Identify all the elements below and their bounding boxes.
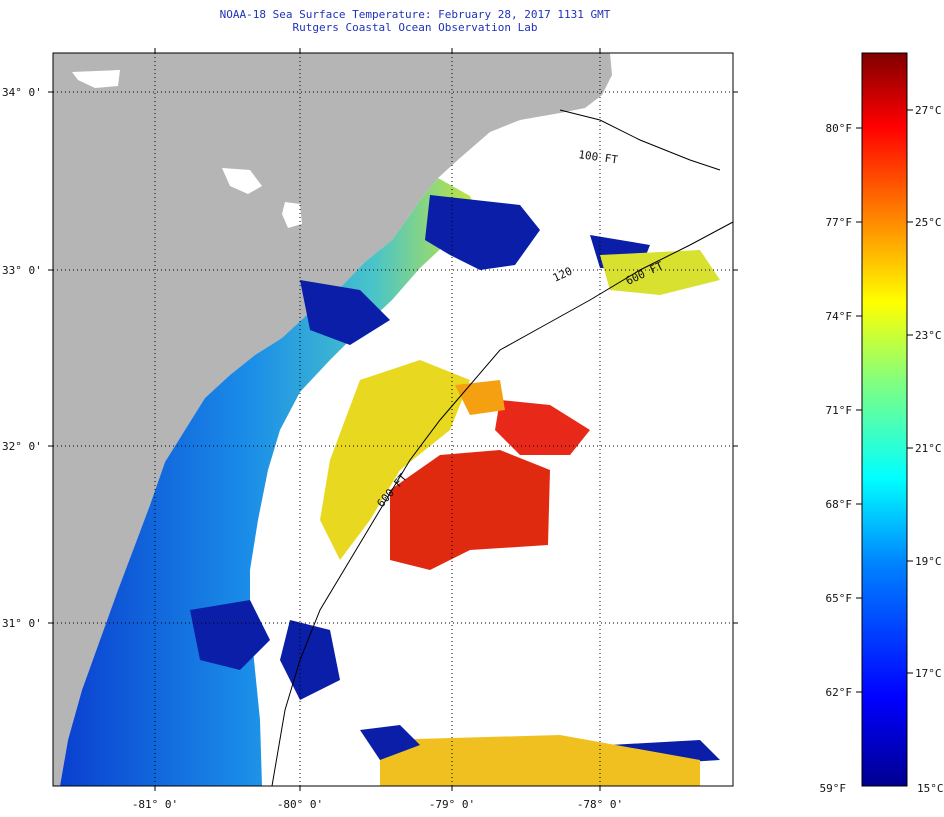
lat-label: 31° 0' (2, 617, 42, 630)
isobath-label: 100 FT (578, 148, 620, 166)
colorbar-ticks (856, 109, 913, 693)
lon-label: -80° 0' (277, 798, 323, 811)
colorbar-label-f: 71°F (826, 404, 853, 417)
lat-label: 33° 0' (2, 264, 42, 277)
colorbar-label-f: 59°F (820, 782, 847, 795)
lon-label: -78° 0' (577, 798, 623, 811)
lat-label: 34° 0' (2, 86, 42, 99)
cold-patch (280, 620, 340, 700)
axis-ticks (48, 48, 738, 791)
colorbar-label-c: 17°C (915, 667, 942, 680)
colorbar-label-f: 62°F (826, 686, 853, 699)
colorbar-label-c: 19°C (915, 555, 942, 568)
colorbar-label-f: 74°F (826, 310, 853, 323)
isobath-line (559, 109, 721, 171)
shelf-water (60, 178, 478, 786)
cold-patch (190, 600, 270, 670)
gulf-stream-core (495, 400, 590, 455)
warm-patch (380, 735, 700, 786)
cold-patch (425, 195, 540, 270)
colorbar-label-c: 15°C (917, 782, 944, 795)
map-subtitle: Rutgers Coastal Ocean Observation Lab (292, 21, 538, 34)
lon-label: -81° 0' (132, 798, 178, 811)
colorbar-label-f: 80°F (826, 122, 853, 135)
lat-label: 32° 0' (2, 440, 42, 453)
isobath-line (271, 221, 733, 786)
lon-label: -79° 0' (429, 798, 475, 811)
colorbar-label-f: 77°F (826, 216, 853, 229)
cold-patch (360, 725, 420, 760)
colorbar-label-c: 25°C (915, 216, 942, 229)
colorbar-label-f: 65°F (826, 592, 853, 605)
colorbar-label-c: 21°C (915, 442, 942, 455)
warm-patch (455, 380, 505, 415)
gulf-stream-core (390, 450, 550, 570)
map-title: NOAA-18 Sea Surface Temperature: Februar… (219, 8, 611, 21)
cloud-patch (282, 202, 302, 228)
cold-patch (300, 280, 390, 345)
cloud-patch (222, 168, 262, 194)
colorbar-label-c: 27°C (915, 104, 942, 117)
graticule (53, 53, 733, 786)
colorbar (861, 52, 908, 787)
warm-patch (600, 250, 720, 295)
colorbar-label-f: 68°F (826, 498, 853, 511)
land-mass (53, 53, 612, 786)
colorbar-label-c: 23°C (915, 329, 942, 342)
cloud-patch (72, 70, 120, 88)
gulf-stream-edge (320, 360, 470, 560)
plot-frame (52, 52, 734, 787)
